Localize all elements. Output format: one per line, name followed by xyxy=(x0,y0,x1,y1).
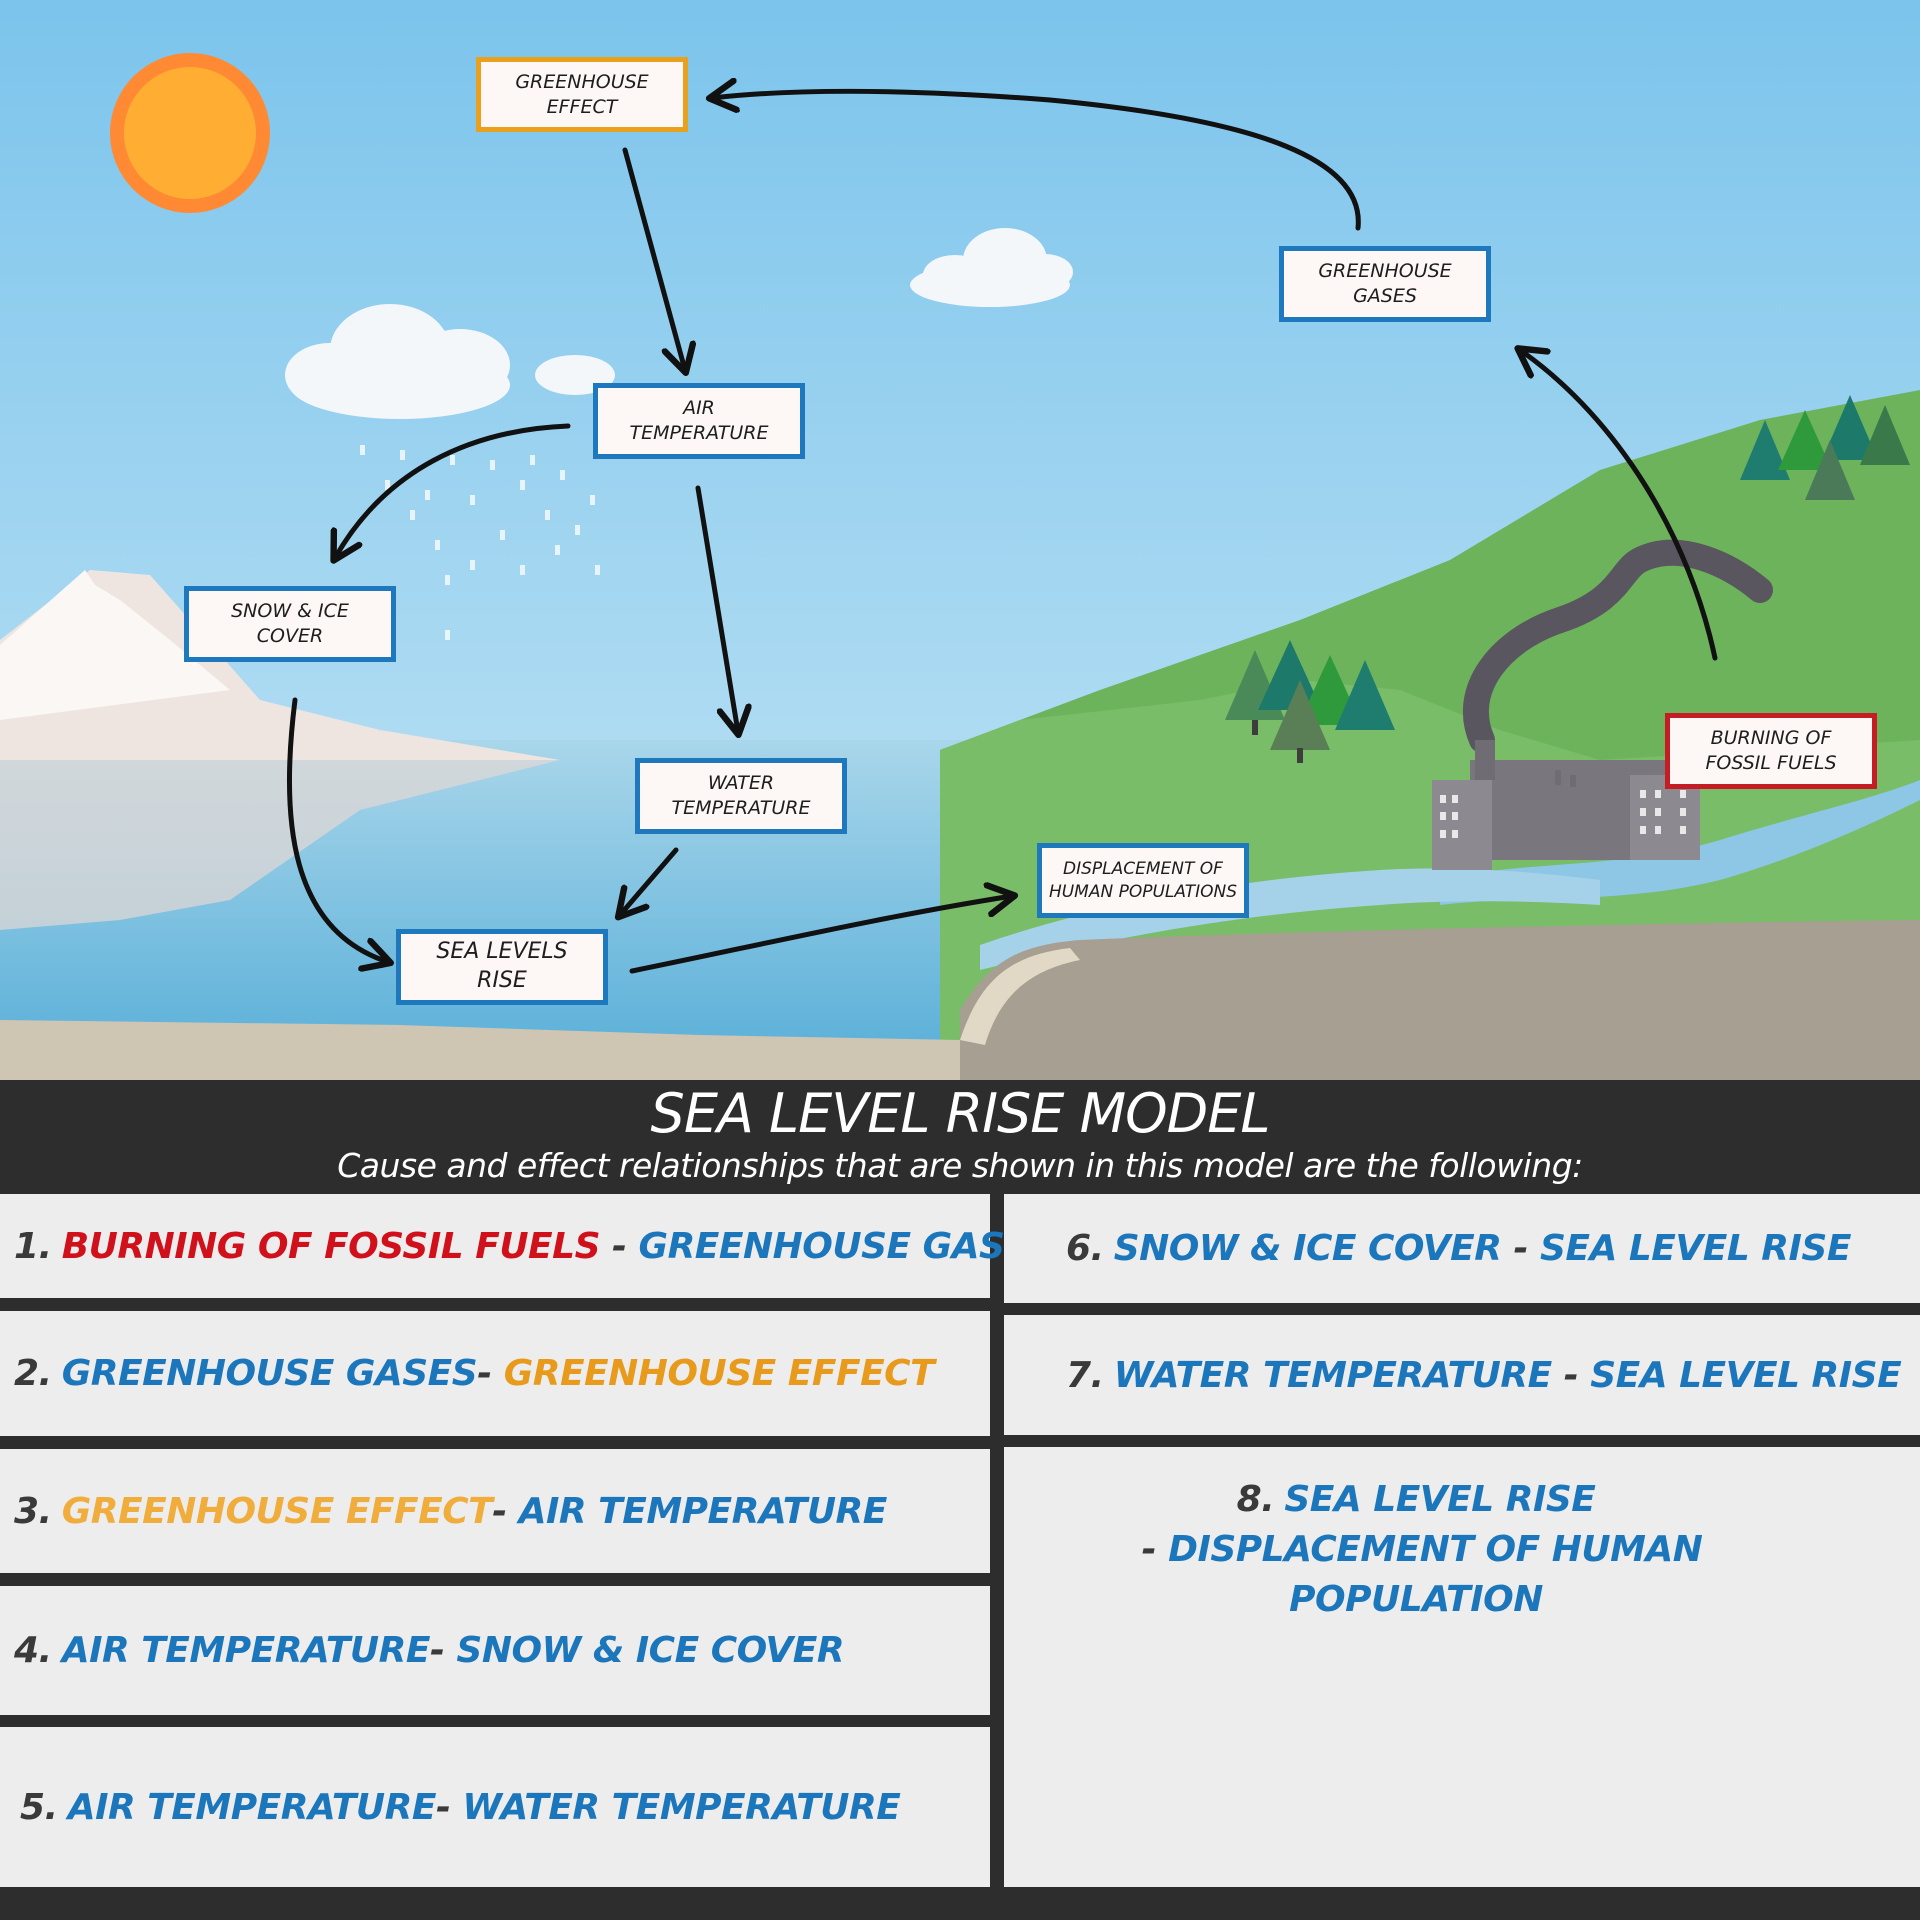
node-greenhouse-gases: GREENHOUSE GASES xyxy=(1279,246,1491,322)
river xyxy=(1440,780,1920,905)
relationship-item-2: 2. GREENHOUSE GASES - GREENHOUSE EFFECT xyxy=(0,1311,990,1436)
effect-label: AIR TEMPERATURE xyxy=(518,1490,888,1532)
rain xyxy=(360,445,600,640)
arrow-snow-to-sea xyxy=(286,697,388,962)
separator: - xyxy=(600,1225,639,1267)
cause-label: GREENHOUSE GASES xyxy=(61,1353,478,1394)
separator: - xyxy=(477,1353,504,1394)
relationship-item-4: 4. AIR TEMPERATURE - SNOW & ICE COVER xyxy=(0,1586,990,1715)
node-air-temperature: AIR TEMPERATURE xyxy=(593,383,805,459)
trees-left xyxy=(1225,640,1395,763)
cause-label: BURNING OF FOSSIL FUELS xyxy=(61,1225,601,1267)
page-title: SEA LEVEL RISE MODEL xyxy=(650,1082,1271,1145)
effect-label: SEA LEVEL RISE xyxy=(1539,1228,1852,1269)
item-number: 7. xyxy=(1066,1354,1104,1396)
node-burning-fossil-fuels: BURNING OF FOSSIL FUELS xyxy=(1665,713,1877,789)
effect-label: WATER TEMPERATURE xyxy=(462,1786,901,1828)
relationship-item-5: 5. AIR TEMPERATURE - WATER TEMPERATURE xyxy=(0,1727,990,1887)
cause-label: SNOW & ICE COVER xyxy=(1113,1228,1502,1269)
effect-label: GREENHOUSE GASES xyxy=(638,1225,1055,1267)
cause-label: AIR TEMPERATURE xyxy=(67,1786,437,1828)
page-subtitle: Cause and effect relationships that are … xyxy=(337,1146,1583,1185)
trees-right xyxy=(1740,395,1910,500)
smoke xyxy=(1462,539,1773,753)
item-number: 2. xyxy=(14,1353,52,1394)
item-number: 4. xyxy=(14,1630,52,1671)
item-number: 6. xyxy=(1066,1228,1104,1269)
snow-mountain xyxy=(0,570,560,930)
arrow-effect-to-air xyxy=(622,147,685,370)
separator: - xyxy=(429,1630,457,1671)
arrow-air-to-water xyxy=(695,485,738,732)
item-number: 1. xyxy=(14,1225,52,1267)
sun-icon xyxy=(110,53,270,213)
cause-label: AIR TEMPERATURE xyxy=(61,1630,431,1671)
effect-label: DISPLACEMENT OF HUMAN POPULATION xyxy=(1168,1529,1703,1620)
separator: - xyxy=(492,1490,519,1532)
node-greenhouse-effect: GREENHOUSE EFFECT xyxy=(476,57,688,132)
arrow-gases-to-effect xyxy=(712,91,1361,231)
node-water-temperature: WATER TEMPERATURE xyxy=(635,758,847,834)
cause-label: WATER TEMPERATURE xyxy=(1113,1354,1552,1396)
relationship-item-7: 7. WATER TEMPERATURE - SEA LEVEL RISE xyxy=(1004,1315,1920,1435)
effect-label: SNOW & ICE COVER xyxy=(456,1630,845,1671)
relationship-item-1: 1. BURNING OF FOSSIL FUELS - GREENHOUSE … xyxy=(0,1194,1055,1298)
cause-effect-arrows xyxy=(286,91,1718,974)
cause-label: SEA LEVEL RISE xyxy=(1284,1479,1596,1520)
beach xyxy=(0,920,1920,1080)
separator: - xyxy=(1501,1228,1540,1269)
effect-label: SEA LEVEL RISE xyxy=(1590,1354,1902,1396)
scene-illustration xyxy=(0,0,1920,1080)
item-number: 5. xyxy=(20,1786,58,1828)
factory-icon xyxy=(1432,740,1700,870)
effect-label: GREENHOUSE EFFECT xyxy=(503,1353,935,1394)
arrow-air-to-snow xyxy=(335,423,571,558)
separator: - xyxy=(435,1786,463,1828)
arrow-sea-to-displacement xyxy=(629,896,1012,974)
cause-label: GREENHOUSE EFFECT xyxy=(61,1490,493,1532)
cloud-right xyxy=(910,228,1073,307)
title-banner: SEA LEVEL RISE MODEL Cause and effect re… xyxy=(0,1080,1920,1194)
arrow-water-to-sea xyxy=(620,847,679,915)
arrow-fossil-to-gases xyxy=(1520,350,1718,661)
separator: - xyxy=(1129,1529,1169,1570)
relationship-item-6: 6. SNOW & ICE COVER - SEA LEVEL RISE xyxy=(1004,1194,1920,1303)
node-snow-ice-cover: SNOW & ICE COVER xyxy=(184,586,396,662)
item-number: 3. xyxy=(14,1490,52,1532)
node-displacement: DISPLACEMENT OF HUMAN POPULATIONS xyxy=(1037,843,1249,918)
separator: - xyxy=(1551,1354,1591,1396)
relationship-item-8: 8. SEA LEVEL RISE - DISPLACEMENT OF HUMAN… xyxy=(1004,1447,1920,1887)
item-number: 8. xyxy=(1236,1479,1275,1520)
node-sea-levels-rise: SEA LEVELS RISE xyxy=(396,929,608,1005)
relationship-item-3: 3. GREENHOUSE EFFECT - AIR TEMPERATURE xyxy=(0,1449,990,1573)
